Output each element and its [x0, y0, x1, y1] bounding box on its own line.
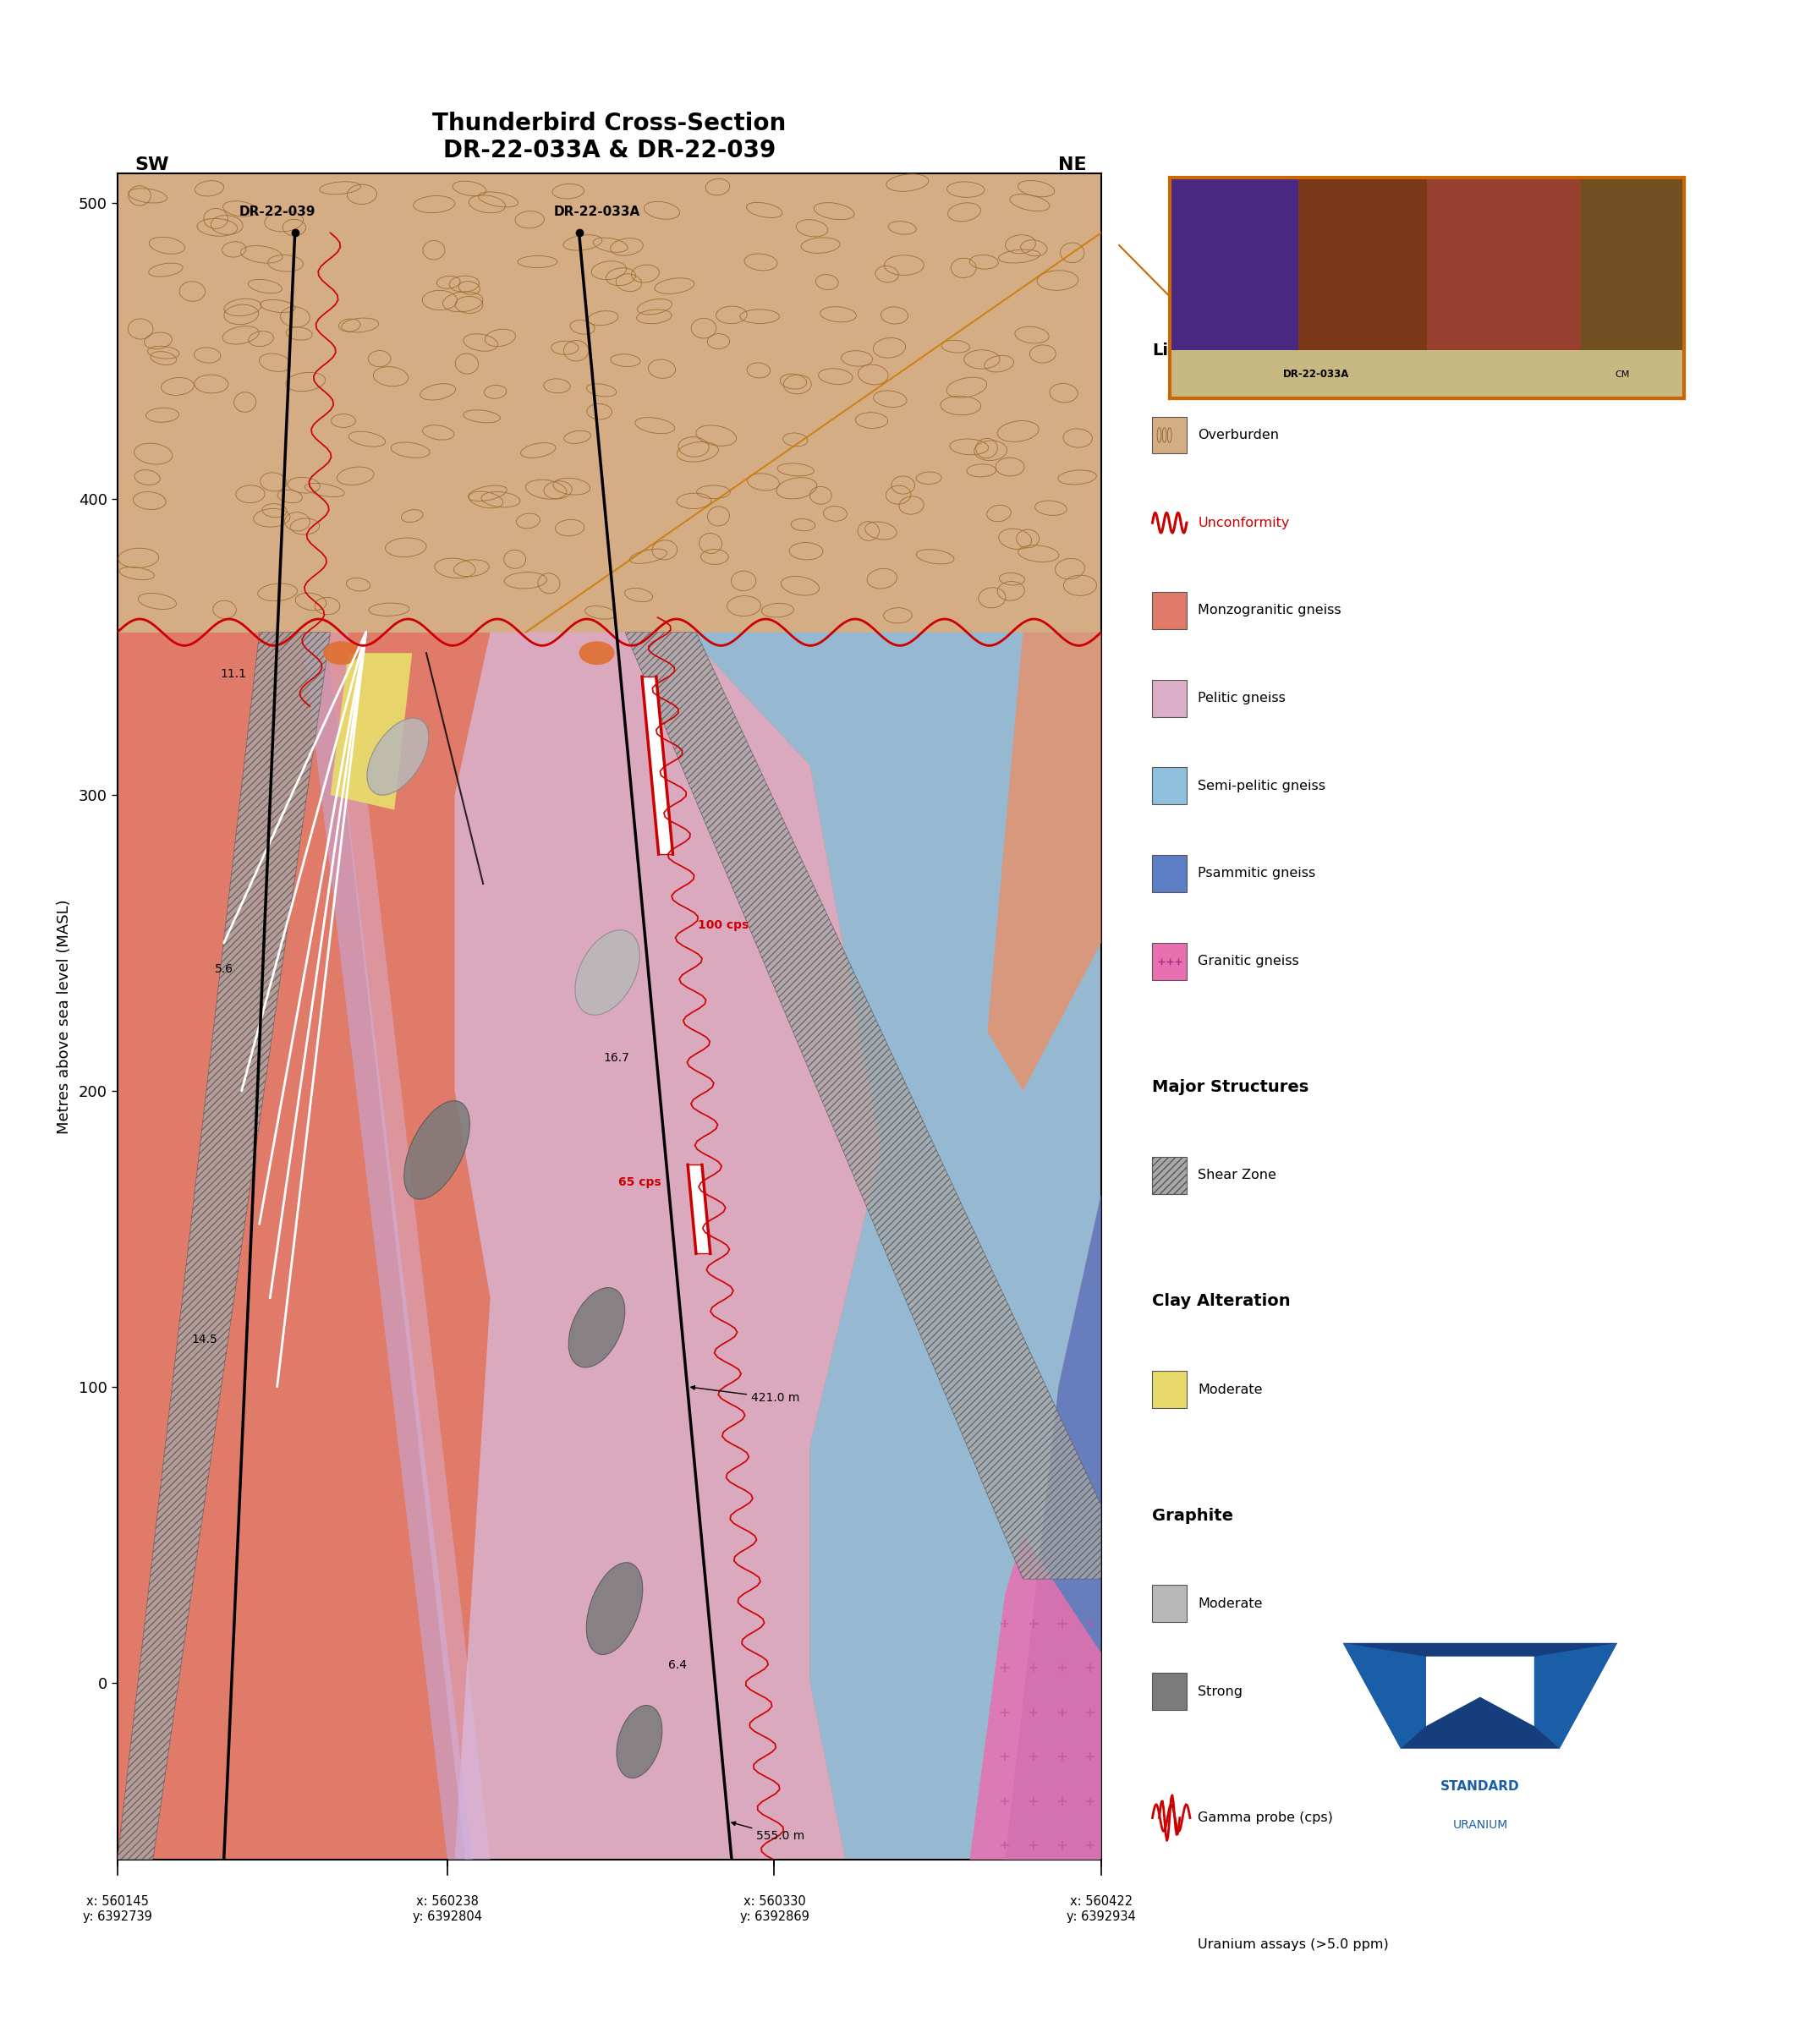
- Ellipse shape: [579, 642, 614, 664]
- Polygon shape: [686, 632, 1101, 1860]
- Polygon shape: [625, 632, 1101, 1580]
- Polygon shape: [301, 632, 473, 1860]
- Bar: [1152, 681, 1186, 717]
- Y-axis label: Metres above sea level (MASL): Metres above sea level (MASL): [56, 899, 72, 1134]
- Ellipse shape: [366, 717, 430, 795]
- Ellipse shape: [617, 1705, 662, 1778]
- Text: 421.0 m: 421.0 m: [691, 1386, 800, 1404]
- Text: 65 cps: 65 cps: [619, 1175, 661, 1188]
- Text: Monzogranitic gneiss: Monzogranitic gneiss: [1199, 605, 1341, 617]
- Bar: [1152, 1586, 1186, 1623]
- Polygon shape: [117, 632, 330, 1860]
- Text: Gamma probe (cps): Gamma probe (cps): [1199, 1811, 1334, 1823]
- Bar: [1152, 854, 1186, 891]
- Polygon shape: [1343, 1643, 1617, 1750]
- Bar: [1170, 178, 1298, 350]
- Text: Graphite: Graphite: [1152, 1508, 1233, 1523]
- Polygon shape: [1343, 1643, 1426, 1750]
- Ellipse shape: [576, 930, 639, 1016]
- Text: DR-22-033A: DR-22-033A: [554, 206, 641, 219]
- Polygon shape: [969, 1535, 1101, 1860]
- Ellipse shape: [569, 1288, 625, 1367]
- Polygon shape: [1534, 1643, 1617, 1750]
- Text: Pelitic gneiss: Pelitic gneiss: [1199, 691, 1285, 705]
- Polygon shape: [987, 1194, 1101, 1860]
- Text: Unconformity: Unconformity: [1199, 517, 1289, 529]
- Ellipse shape: [323, 642, 359, 664]
- Bar: [1152, 942, 1186, 979]
- Text: Moderate: Moderate: [1199, 1384, 1262, 1396]
- Text: x: 560145
y: 6392739: x: 560145 y: 6392739: [83, 1895, 152, 1923]
- Text: x: 560330
y: 6392869: x: 560330 y: 6392869: [740, 1895, 809, 1923]
- Text: NE: NE: [1058, 157, 1087, 174]
- Text: Semi-pelitic gneiss: Semi-pelitic gneiss: [1199, 779, 1325, 793]
- Text: x: 560422
y: 6392934: x: 560422 y: 6392934: [1067, 1895, 1135, 1923]
- Text: Lithology: Lithology: [1152, 343, 1238, 358]
- Bar: [1152, 766, 1186, 805]
- Text: Granitic gneiss: Granitic gneiss: [1199, 955, 1300, 967]
- Text: URANIUM: URANIUM: [1453, 1819, 1507, 1831]
- Text: STANDARD: STANDARD: [1440, 1780, 1520, 1793]
- Polygon shape: [1426, 1656, 1534, 1725]
- Text: 6.4: 6.4: [668, 1660, 686, 1670]
- Text: x: 560238
y: 6392804: x: 560238 y: 6392804: [413, 1895, 482, 1923]
- Polygon shape: [987, 632, 1101, 1091]
- Bar: [1581, 178, 1684, 350]
- Text: DR-22-033A: DR-22-033A: [1283, 368, 1348, 380]
- Text: Strong: Strong: [1199, 1684, 1242, 1699]
- Text: 5.6: 5.6: [215, 963, 233, 975]
- Text: 14.5: 14.5: [191, 1333, 217, 1345]
- Text: Psammitic gneiss: Psammitic gneiss: [1199, 867, 1316, 879]
- Ellipse shape: [587, 1562, 643, 1654]
- Text: Overburden: Overburden: [1199, 429, 1280, 442]
- Text: 100 cps: 100 cps: [697, 920, 749, 930]
- Bar: [1170, 350, 1684, 399]
- Polygon shape: [455, 632, 881, 1860]
- Text: 16.7: 16.7: [603, 1053, 630, 1065]
- Polygon shape: [117, 174, 1101, 632]
- Text: CM: CM: [1615, 370, 1630, 378]
- Bar: [1152, 1372, 1186, 1408]
- Polygon shape: [330, 652, 412, 809]
- Bar: [1152, 1157, 1186, 1194]
- Polygon shape: [117, 632, 1101, 1860]
- Bar: [1428, 178, 1581, 350]
- Ellipse shape: [404, 1102, 469, 1200]
- Bar: [1152, 417, 1186, 454]
- Text: Major Structures: Major Structures: [1152, 1079, 1309, 1096]
- Text: Uranium assays (>5.0 ppm): Uranium assays (>5.0 ppm): [1199, 1938, 1388, 1950]
- Bar: [1152, 1672, 1186, 1711]
- Text: Clay Alteration: Clay Alteration: [1152, 1294, 1291, 1310]
- Text: SW: SW: [135, 157, 170, 174]
- Polygon shape: [327, 632, 491, 1860]
- Bar: [1298, 178, 1428, 350]
- Text: Moderate: Moderate: [1199, 1596, 1262, 1611]
- Text: Shear Zone: Shear Zone: [1199, 1169, 1276, 1181]
- Text: 11.1: 11.1: [220, 668, 247, 681]
- Text: 555.0 m: 555.0 m: [731, 1821, 805, 1842]
- Title: Thunderbird Cross-Section
DR-22-033A & DR-22-039: Thunderbird Cross-Section DR-22-033A & D…: [433, 110, 785, 161]
- Bar: [1152, 593, 1186, 630]
- Bar: [1152, 2036, 1186, 2044]
- Text: DR-22-039: DR-22-039: [238, 206, 316, 219]
